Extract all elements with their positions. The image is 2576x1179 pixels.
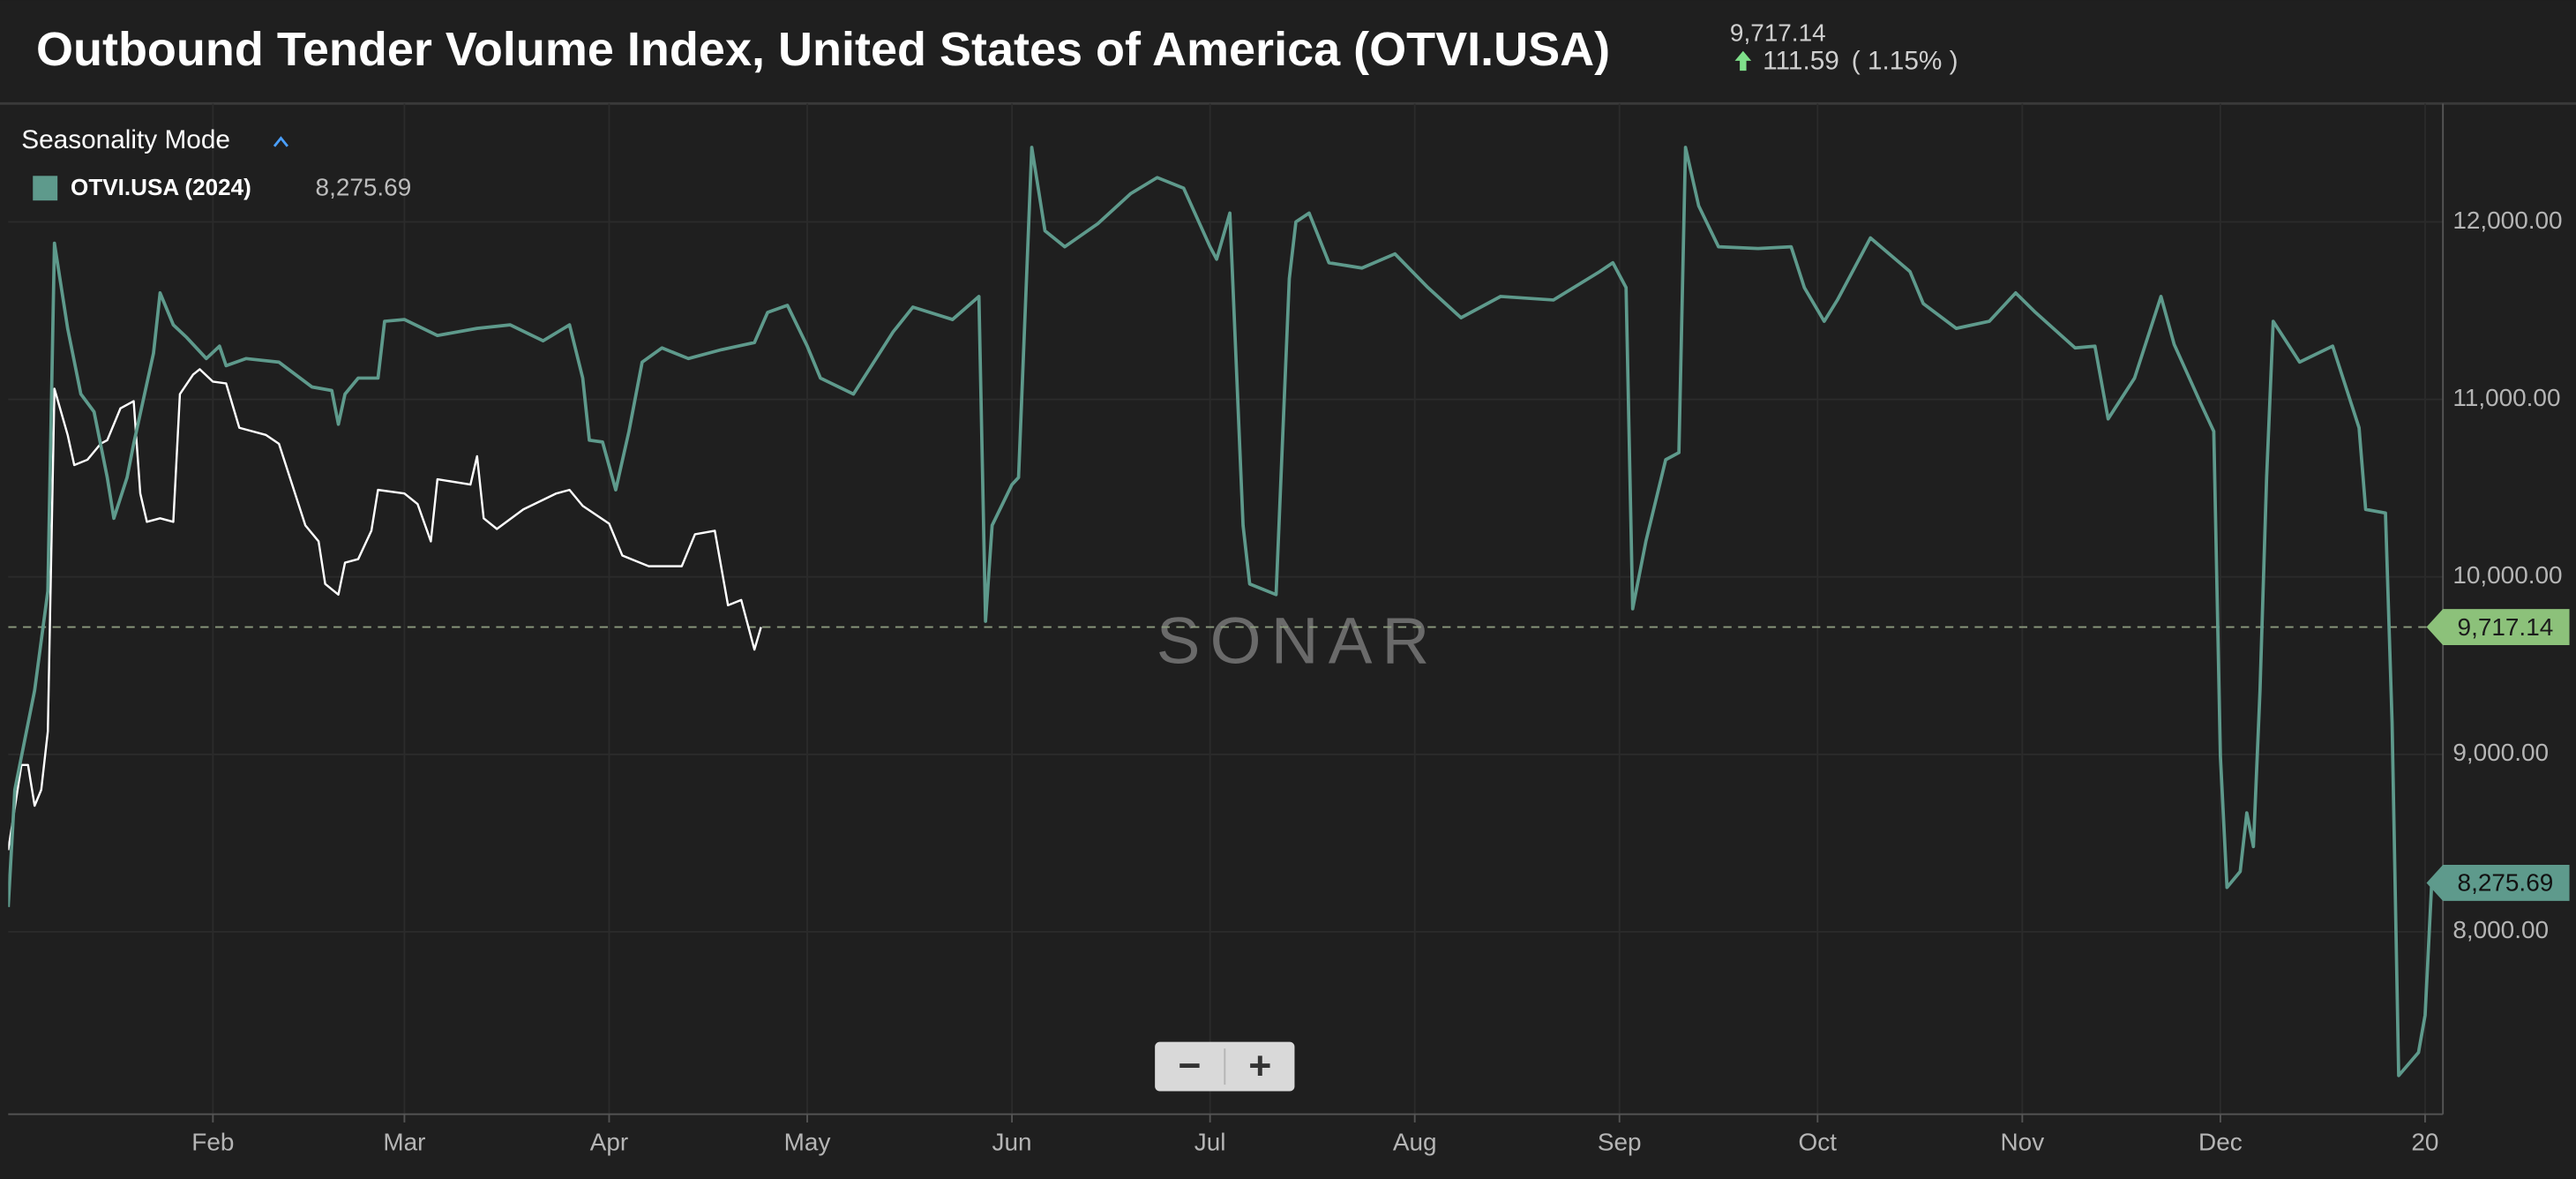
- x-tick-label: 20: [2411, 1129, 2438, 1156]
- series-tag: [2426, 864, 2570, 901]
- zoom-in-button[interactable]: +: [1248, 1044, 1271, 1087]
- quote-value: 9,717.14: [1730, 19, 1826, 46]
- y-tick-label: 9,000.00: [2452, 739, 2549, 766]
- reference-tag-label: 9,717.14: [2458, 613, 2554, 641]
- x-tick-label: Dec: [2198, 1129, 2243, 1156]
- legend-label: OTVI.USA (2024): [71, 174, 251, 200]
- quote-change: 111.59: [1763, 47, 1839, 76]
- legend-value: 8,275.69: [316, 174, 412, 201]
- up-arrow: [1734, 50, 1752, 71]
- chart-title: Outbound Tender Volume Index, United Sta…: [36, 23, 1610, 76]
- x-tick-label: Sep: [1598, 1129, 1642, 1156]
- x-tick-label: Mar: [383, 1129, 425, 1156]
- y-tick-label: 10,000.00: [2452, 561, 2562, 589]
- plot-area: [8, 146, 2444, 1078]
- grid: [8, 103, 2444, 1115]
- reference-tag: [2426, 609, 2570, 646]
- series-tag-label: 8,275.69: [2458, 869, 2554, 897]
- x-tick-label: Nov: [2001, 1129, 2045, 1156]
- mode-label[interactable]: Seasonality Mode: [21, 125, 230, 154]
- mode-caret[interactable]: [273, 136, 288, 147]
- watermark: SONAR: [1157, 605, 1440, 678]
- y-tick-label: 11,000.00: [2452, 384, 2560, 411]
- x-tick-label: Oct: [1799, 1129, 1838, 1156]
- x-tick-label: Jun: [992, 1129, 1032, 1156]
- x-tick-label: Apr: [590, 1129, 628, 1156]
- series-line: [8, 368, 762, 851]
- x-tick-label: Jul: [1194, 1129, 1226, 1156]
- series-line: [8, 146, 2434, 1078]
- y-tick-label: 8,000.00: [2452, 916, 2549, 943]
- zoom-out-button[interactable]: −: [1178, 1044, 1201, 1087]
- y-tick-label: 12,000.00: [2452, 207, 2562, 234]
- quote-change-percent: ( 1.15% ): [1852, 47, 1958, 76]
- x-tick-label: Feb: [191, 1129, 234, 1156]
- x-tick-label: May: [784, 1129, 831, 1156]
- legend-swatch: [33, 176, 58, 201]
- x-tick-label: Aug: [1393, 1129, 1437, 1156]
